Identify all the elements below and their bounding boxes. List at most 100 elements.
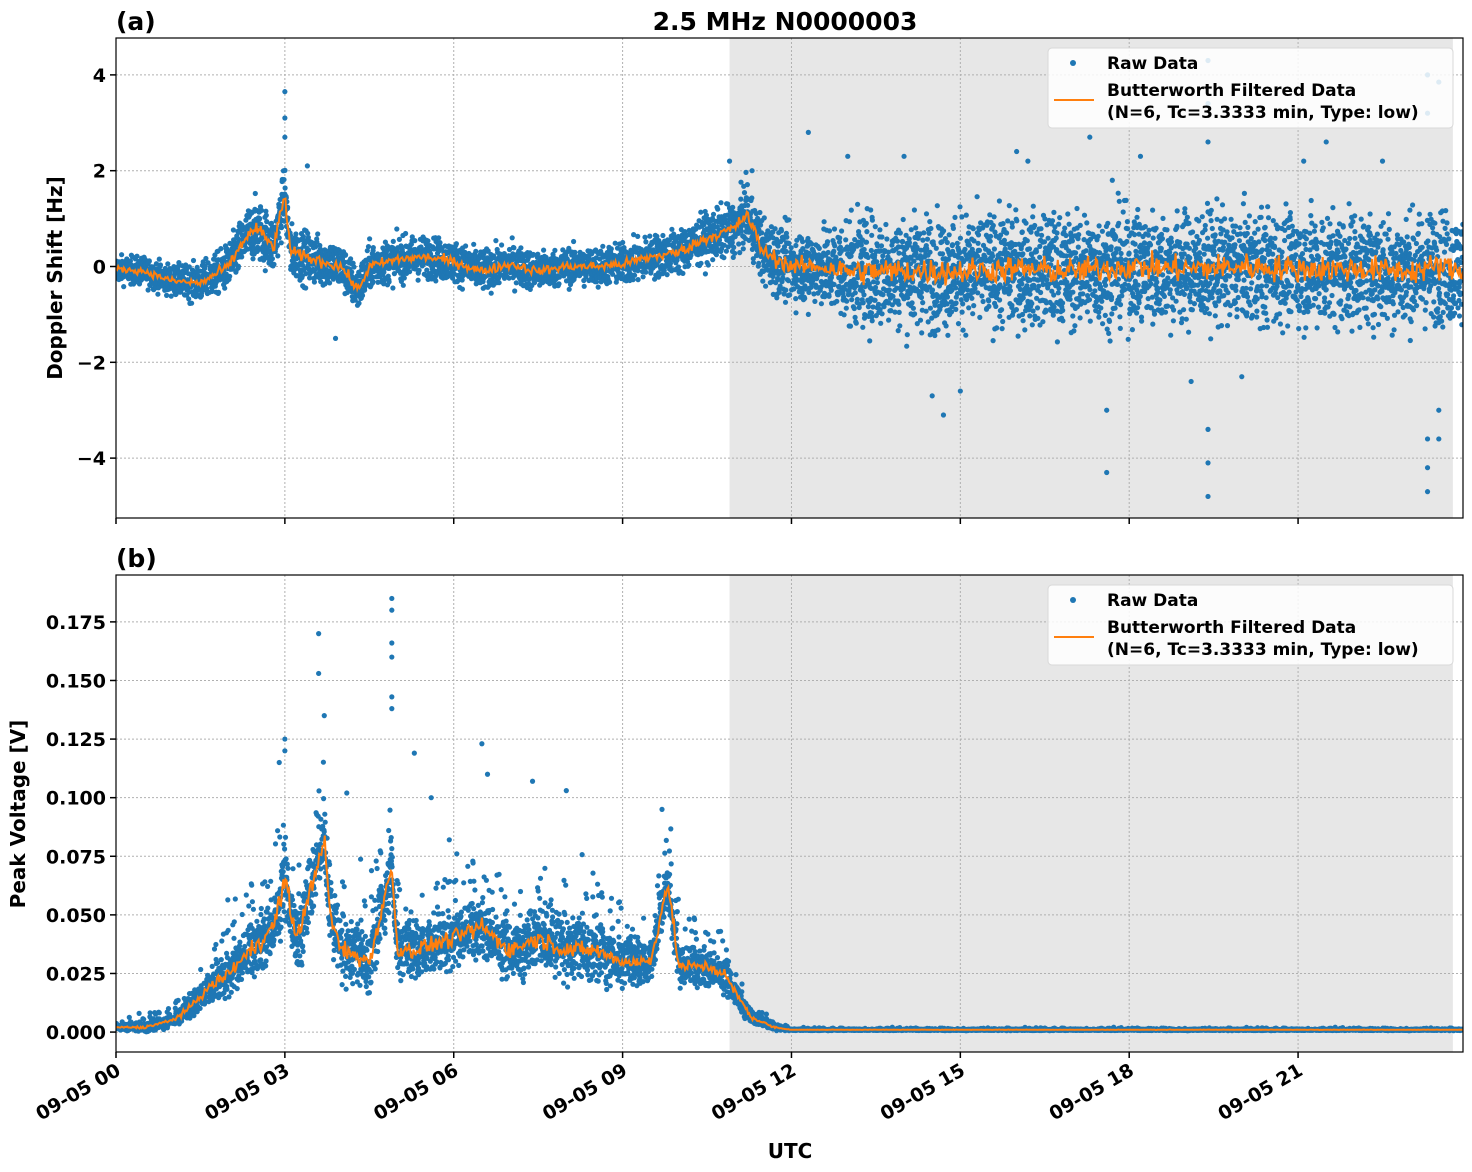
raw-data-point [944, 239, 950, 246]
raw-data-point [745, 202, 751, 208]
raw-data-point [1009, 224, 1015, 230]
raw-data-point [970, 311, 976, 317]
raw-data-point [896, 309, 902, 315]
raw-data-point [635, 233, 641, 239]
raw-data-point [244, 246, 250, 252]
raw-data-point [825, 249, 831, 256]
raw-data-point [1038, 289, 1044, 296]
raw-data-point [803, 258, 809, 264]
raw-data-point [853, 320, 859, 326]
y-tick-label: −4 [77, 448, 106, 470]
raw-data-point [868, 207, 874, 213]
raw-data-point [821, 219, 827, 225]
raw-data-point [786, 217, 792, 223]
raw-data-point [1017, 271, 1023, 277]
raw-data-point [1067, 296, 1073, 302]
raw-data-point [883, 221, 889, 228]
raw-data-point [800, 239, 806, 245]
raw-data-point [1023, 220, 1029, 226]
raw-data-point [239, 254, 245, 260]
raw-data-point [847, 323, 854, 329]
raw-data-point [581, 283, 587, 289]
raw-data-point [919, 330, 925, 336]
raw-data-point [1054, 339, 1060, 345]
raw-data-point [913, 225, 919, 231]
raw-data-point [831, 281, 837, 288]
raw-data-point [1049, 256, 1055, 263]
raw-data-point [1044, 277, 1050, 283]
raw-data-point [1006, 203, 1012, 209]
raw-data-point [552, 247, 558, 253]
raw-data-point [1045, 235, 1051, 241]
raw-data-point [364, 248, 370, 254]
raw-data-point [640, 274, 646, 280]
raw-data-point [737, 250, 743, 256]
raw-data-point [356, 300, 362, 306]
raw-data-point [965, 230, 972, 236]
raw-data-point [1053, 235, 1059, 241]
raw-data-point [276, 235, 282, 241]
raw-data-point [1056, 221, 1062, 227]
raw-data-point [988, 233, 994, 239]
raw-data-point [453, 241, 459, 247]
raw-data-point [943, 323, 949, 329]
raw-data-point [401, 275, 407, 281]
raw-data-point [227, 273, 233, 279]
raw-data-point [278, 240, 284, 246]
raw-data-point [999, 307, 1005, 313]
raw-data-point [876, 301, 882, 307]
raw-data-point [269, 256, 275, 262]
raw-data-point [872, 297, 878, 303]
raw-data-point [1009, 302, 1015, 308]
raw-data-point [518, 245, 524, 251]
raw-data-point [415, 277, 421, 283]
raw-data-point [1043, 308, 1049, 314]
raw-data-point [955, 321, 962, 327]
raw-data-point [886, 317, 892, 323]
raw-data-point [1056, 285, 1062, 291]
raw-data-point [788, 245, 794, 251]
raw-data-point [910, 305, 917, 311]
raw-data-point [499, 242, 505, 248]
raw-data-point [669, 226, 675, 232]
y-tick-label: 0 [93, 257, 106, 279]
raw-data-point [1014, 218, 1020, 224]
raw-data-point [826, 293, 832, 299]
raw-data-point [749, 195, 755, 201]
raw-data-point [835, 292, 842, 298]
raw-data-point [843, 305, 849, 311]
raw-data-point [979, 293, 985, 299]
raw-data-point [872, 284, 879, 291]
raw-data-point [966, 305, 972, 311]
raw-data-point [878, 320, 884, 326]
raw-data-point [1015, 333, 1021, 339]
raw-data-point [784, 234, 790, 240]
raw-data-point [1039, 232, 1045, 238]
raw-data-point [939, 251, 946, 257]
raw-data-point [348, 256, 354, 262]
raw-data-point [927, 305, 934, 311]
raw-data-point [175, 263, 181, 270]
raw-data-point [203, 255, 209, 262]
y-tick-label: 4 [93, 65, 106, 87]
raw-data-point [787, 292, 793, 298]
raw-data-point [1000, 318, 1006, 325]
raw-data-point [828, 287, 834, 293]
raw-data-point [852, 314, 858, 320]
raw-data-point [841, 312, 847, 318]
raw-data-point [855, 201, 861, 207]
raw-data-point [776, 289, 782, 295]
raw-data-point [952, 214, 958, 220]
raw-data-point [990, 338, 996, 344]
raw-data-point [997, 313, 1003, 319]
raw-data-point [1060, 300, 1066, 306]
raw-data-point [865, 304, 872, 310]
raw-data-point [763, 283, 769, 289]
raw-data-point [686, 262, 692, 268]
raw-data-point [1037, 243, 1043, 249]
raw-data-point [959, 309, 965, 315]
raw-data-point [1063, 232, 1069, 239]
raw-data-point [1020, 318, 1026, 324]
